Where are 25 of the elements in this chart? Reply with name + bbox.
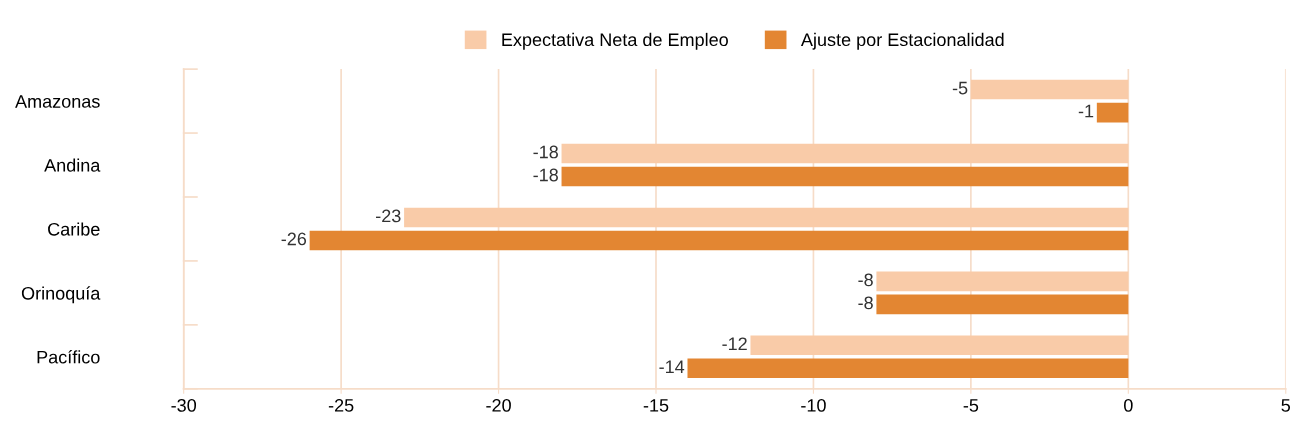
data-label: -23: [376, 209, 401, 223]
x-tick-label: -15: [643, 399, 669, 412]
y-tick-label: Pacífico: [37, 350, 100, 364]
data-label: -8: [858, 273, 873, 287]
data-label: -8: [858, 296, 873, 310]
data-label: -26: [281, 232, 307, 246]
legend-label: Ajuste por Estacionalidad: [800, 32, 1004, 50]
legend-label: Expectativa Neta de Empleo: [502, 32, 728, 50]
x-tick-label: -10: [801, 399, 826, 412]
x-tick-label: -20: [486, 399, 511, 412]
y-tick-label: Amazonas: [15, 95, 100, 108]
y-tick-label: Orinoquía: [21, 286, 101, 304]
x-tick-label: 0: [1124, 399, 1133, 412]
y-tick-label: Caribe: [48, 222, 100, 236]
x-tick-label: -25: [328, 399, 354, 412]
x-tick-label: -5: [963, 399, 979, 412]
data-label: -1: [1078, 104, 1094, 118]
data-label: -5: [952, 81, 968, 95]
data-label: -18: [533, 145, 558, 159]
x-tick-label: 5: [1281, 399, 1291, 412]
data-label: -14: [659, 360, 685, 374]
data-label: -12: [722, 337, 747, 350]
data-label: -18: [533, 168, 558, 182]
x-tick-label: -30: [171, 399, 197, 412]
y-tick-label: Andina: [44, 158, 101, 172]
